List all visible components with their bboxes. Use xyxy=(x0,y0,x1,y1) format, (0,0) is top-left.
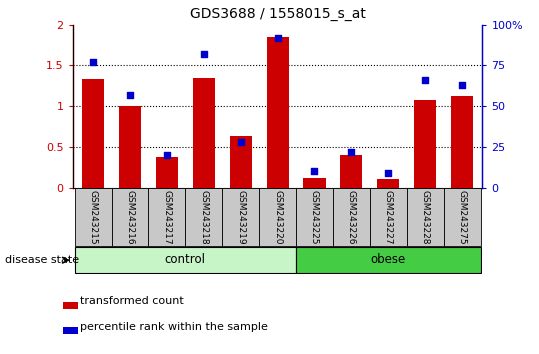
Bar xyxy=(444,188,481,246)
Bar xyxy=(407,188,444,246)
Text: GSM243220: GSM243220 xyxy=(273,190,282,245)
Bar xyxy=(377,179,399,188)
Text: GSM243217: GSM243217 xyxy=(162,190,171,245)
Bar xyxy=(74,247,296,273)
Point xyxy=(237,139,245,145)
Bar xyxy=(148,188,185,246)
Text: GSM243225: GSM243225 xyxy=(310,190,319,245)
Point xyxy=(384,170,392,176)
Bar xyxy=(340,155,362,188)
Bar xyxy=(119,106,141,188)
Bar xyxy=(370,188,407,246)
Text: disease state: disease state xyxy=(5,255,80,265)
Point xyxy=(126,92,134,98)
Point xyxy=(199,51,208,57)
Bar xyxy=(296,247,481,273)
Text: GSM243228: GSM243228 xyxy=(421,190,430,245)
Point xyxy=(458,82,466,88)
Bar xyxy=(230,136,252,188)
Bar xyxy=(156,158,178,188)
Point xyxy=(310,169,319,174)
Text: obese: obese xyxy=(371,253,406,266)
Bar xyxy=(74,188,112,246)
Bar xyxy=(296,188,333,246)
Point xyxy=(163,152,171,158)
Point xyxy=(89,59,98,65)
Bar xyxy=(451,96,473,188)
Text: GSM243219: GSM243219 xyxy=(236,190,245,245)
Bar xyxy=(193,78,215,188)
Text: GSM243227: GSM243227 xyxy=(384,190,393,245)
Title: GDS3688 / 1558015_s_at: GDS3688 / 1558015_s_at xyxy=(190,7,365,21)
Text: GSM243215: GSM243215 xyxy=(88,190,98,245)
Bar xyxy=(414,100,436,188)
Point xyxy=(421,77,430,83)
Bar xyxy=(266,37,289,188)
Bar xyxy=(82,79,104,188)
Bar xyxy=(112,188,148,246)
Bar xyxy=(303,178,326,188)
Point xyxy=(347,149,356,155)
Point xyxy=(273,35,282,41)
Text: percentile rank within the sample: percentile rank within the sample xyxy=(80,322,268,332)
Text: control: control xyxy=(165,253,206,266)
Bar xyxy=(333,188,370,246)
Text: transformed count: transformed count xyxy=(80,296,183,306)
Text: GSM243275: GSM243275 xyxy=(458,190,467,245)
Bar xyxy=(222,188,259,246)
Bar xyxy=(259,188,296,246)
Text: GSM243218: GSM243218 xyxy=(199,190,208,245)
Bar xyxy=(63,302,78,309)
Text: GSM243226: GSM243226 xyxy=(347,190,356,245)
Bar xyxy=(63,327,78,334)
Text: GSM243216: GSM243216 xyxy=(126,190,134,245)
Bar xyxy=(185,188,222,246)
